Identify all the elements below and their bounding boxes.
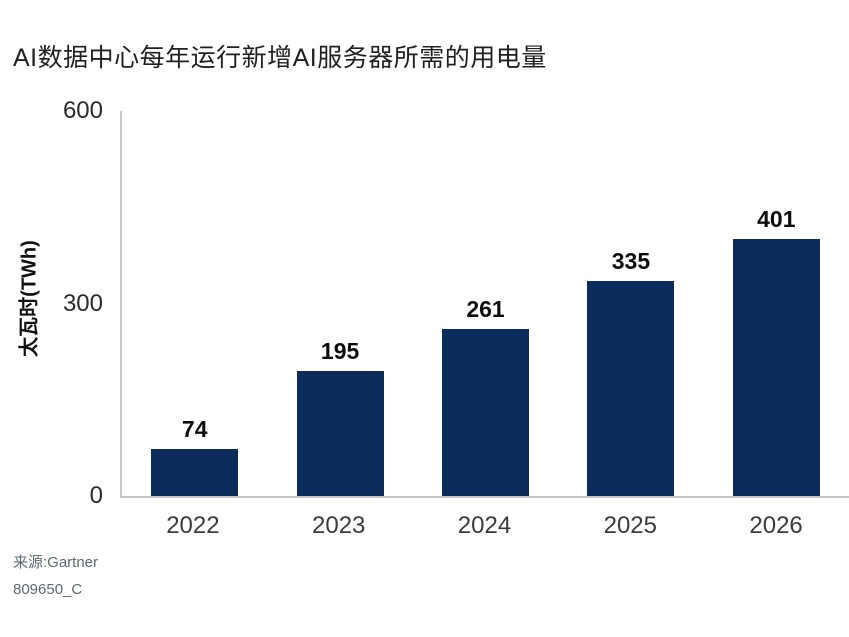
plot-area: 74 195 261 335 401 <box>120 111 849 498</box>
bar-2022 <box>151 448 239 496</box>
bar-slot-2026: 401 <box>704 111 849 496</box>
x-axis-label-2025: 2025 <box>603 512 657 539</box>
bar-value-label-2024: 261 <box>466 295 505 322</box>
bar-slot-2022: 74 <box>122 111 267 496</box>
chart-title: AI数据中心每年运行新增AI服务器所需的用电量 <box>13 44 547 72</box>
x-axis-label-2023: 2023 <box>312 512 366 539</box>
x-axis-label-2026: 2026 <box>749 512 803 539</box>
bar-value-label-2025: 335 <box>611 248 651 275</box>
source-line-1: 来源:Gartner <box>13 554 99 571</box>
bar-value-label-2022: 74 <box>181 415 208 442</box>
bar-2026 <box>732 238 820 496</box>
bar-2025 <box>587 281 675 496</box>
y-axis-title: 太瓦时(TWh) <box>18 240 41 357</box>
bar-slot-2023: 195 <box>267 111 412 496</box>
source-note: 来源:Gartner 809650_C <box>13 549 98 603</box>
x-axis-label-2022: 2022 <box>166 512 220 539</box>
x-axis-label-2024: 2024 <box>457 512 512 539</box>
y-tick-label-600: 600 <box>62 97 103 124</box>
bar-slot-2024: 261 <box>413 111 558 496</box>
y-tick-label-0: 0 <box>89 482 103 509</box>
bar-value-label-2023: 195 <box>320 337 360 364</box>
bars-row: 74 195 261 335 401 <box>122 111 849 496</box>
bar-value-label-2026: 401 <box>757 205 796 232</box>
bar-2023 <box>296 370 384 496</box>
bar-2024 <box>442 328 530 496</box>
bar-slot-2025: 335 <box>558 111 703 496</box>
source-line-2: 809650_C <box>13 581 83 598</box>
x-axis-labels: 2022 2023 2024 2025 2026 <box>120 512 849 540</box>
